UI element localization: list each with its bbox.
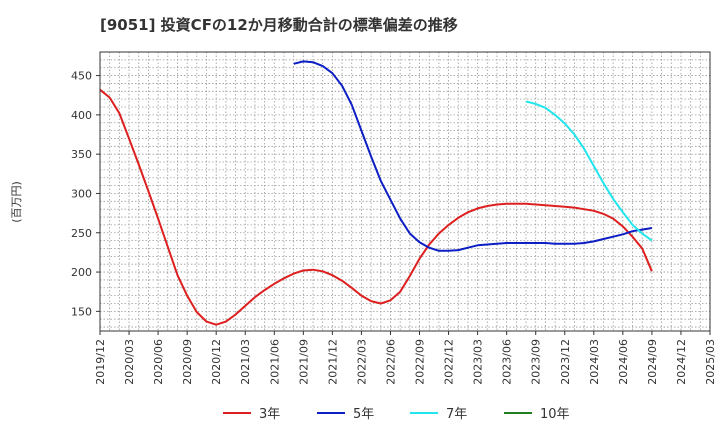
plot-frame xyxy=(99,51,711,332)
x-tick-label: 2024/09 xyxy=(646,339,659,385)
x-tick-label: 2019/12 xyxy=(94,339,107,385)
x-tick-label: 2023/06 xyxy=(501,339,514,385)
series-lines xyxy=(99,60,653,326)
x-axis: 2019/12 2020/03 2020/06 2020/09 2020/12 2021/… xyxy=(94,331,717,385)
x-tick-label: 2023/12 xyxy=(559,339,572,385)
x-tick-label: 2021/03 xyxy=(239,339,252,385)
x-tick-label: 2024/06 xyxy=(617,339,630,385)
x-tick-label: 2025/03 xyxy=(704,339,717,385)
x-tick-label: 2023/09 xyxy=(530,339,543,385)
x-tick-label: 2024/12 xyxy=(675,339,688,385)
x-tick-label: 2022/12 xyxy=(443,339,456,385)
legend-label: 7年 xyxy=(446,407,467,422)
x-tick-label: 2022/06 xyxy=(384,339,397,385)
x-tick-label: 2022/03 xyxy=(355,339,368,385)
y-tick-label: 400 xyxy=(71,109,92,122)
series-line-3年 xyxy=(99,88,653,326)
y-tick-label: 350 xyxy=(71,148,92,161)
x-tick-label: 2021/09 xyxy=(297,339,310,385)
y-tick-label: 450 xyxy=(71,70,92,83)
x-tick-label: 2022/09 xyxy=(414,339,427,385)
x-tick-label: 2020/06 xyxy=(152,339,165,385)
grid xyxy=(99,51,711,331)
x-tick-label: 2020/12 xyxy=(210,339,223,385)
legend-label: 3年 xyxy=(259,407,280,422)
legend: 3年 5年 7年 10年 xyxy=(223,407,570,422)
legend-label: 5年 xyxy=(353,407,374,422)
x-tick-label: 2020/03 xyxy=(123,339,136,385)
chart-title: [9051] 投資CFの12か月移動合計の標準偏差の推移 xyxy=(100,16,458,34)
series-line-5年 xyxy=(293,60,653,252)
x-tick-label: 2021/06 xyxy=(268,339,281,385)
x-tick-label: 2021/12 xyxy=(326,339,339,385)
y-axis: 150 200 250 300 350 400 450 xyxy=(71,70,100,318)
y-tick-label: 200 xyxy=(71,266,92,279)
series-line-7年 xyxy=(525,100,653,242)
y-axis-label: (百万円) xyxy=(10,181,23,223)
x-tick-label: 2020/09 xyxy=(181,339,194,385)
y-tick-label: 150 xyxy=(71,305,92,318)
x-tick-label: 2023/03 xyxy=(472,339,485,385)
x-tick-label: 2024/03 xyxy=(588,339,601,385)
y-tick-label: 300 xyxy=(71,187,92,200)
legend-label: 10年 xyxy=(540,407,570,422)
y-tick-label: 250 xyxy=(71,227,92,240)
